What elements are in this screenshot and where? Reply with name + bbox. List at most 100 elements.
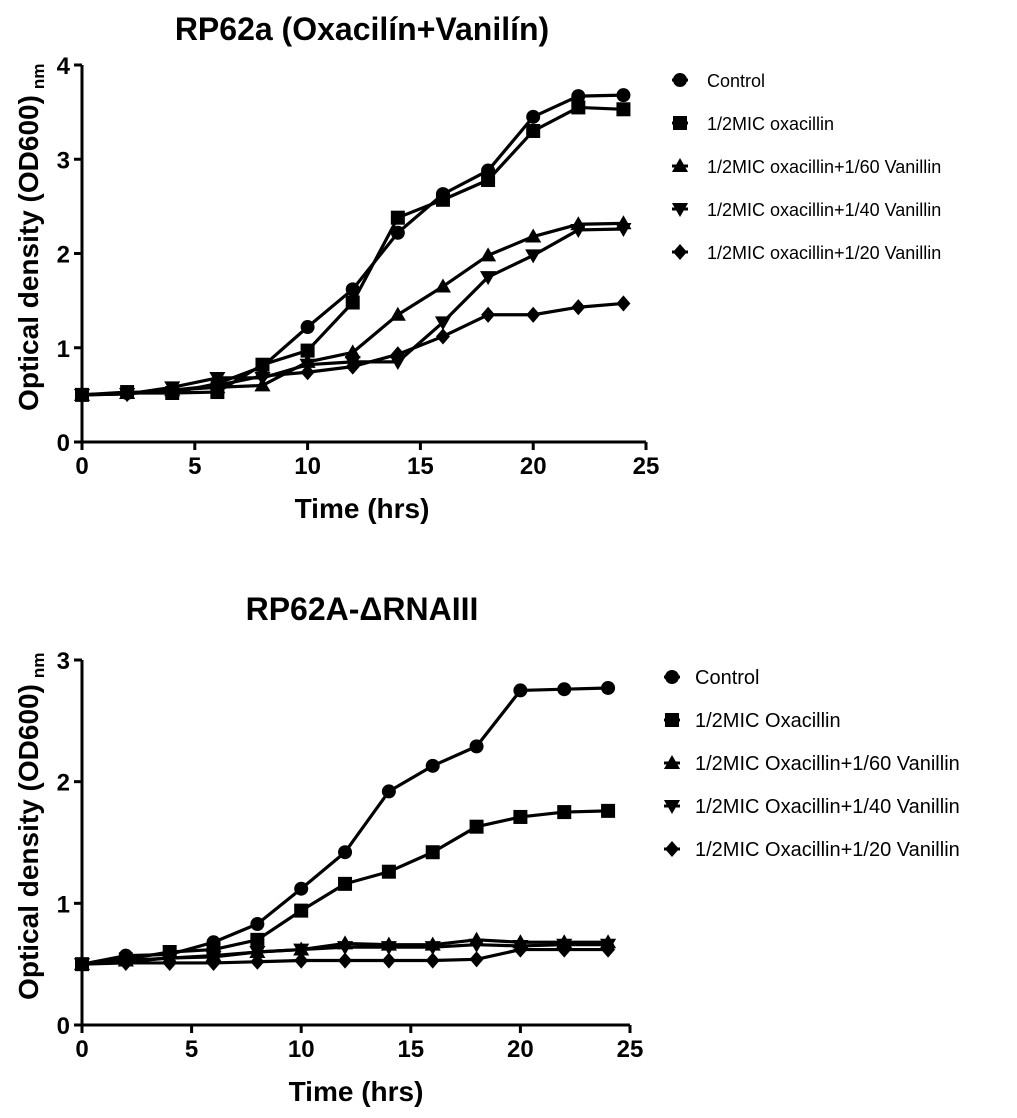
legend-marker bbox=[663, 754, 681, 769]
data-point bbox=[250, 932, 265, 947]
data-point bbox=[338, 952, 353, 969]
data-point bbox=[249, 946, 266, 961]
legend-marker bbox=[665, 670, 679, 684]
data-point bbox=[434, 278, 452, 293]
data-point bbox=[165, 382, 180, 399]
data-point bbox=[344, 344, 361, 359]
data-point bbox=[513, 941, 528, 958]
x-axis-title: Time (hrs) bbox=[295, 493, 430, 524]
legend-marker bbox=[671, 203, 689, 218]
x-tick-label: 0 bbox=[75, 1036, 88, 1063]
y-axis-unit: nm bbox=[29, 64, 48, 90]
y-axis-unit: nm bbox=[29, 653, 48, 679]
data-point bbox=[381, 784, 396, 799]
legend-marker bbox=[665, 840, 679, 858]
data-point bbox=[390, 210, 405, 225]
data-point bbox=[255, 367, 270, 385]
series-2 bbox=[75, 803, 616, 972]
data-point bbox=[300, 364, 315, 381]
data-point bbox=[616, 295, 631, 312]
x-tick-label: 25 bbox=[633, 453, 660, 480]
legend-item: 1/2MIC Oxacillin+1/20 Vanillin bbox=[664, 839, 960, 861]
data-point bbox=[338, 876, 353, 891]
data-point bbox=[380, 941, 397, 956]
data-point bbox=[255, 357, 270, 372]
chart-title: RP62a (Oxacilín+Vanilín) bbox=[175, 11, 549, 47]
data-point bbox=[425, 758, 440, 773]
data-point bbox=[468, 938, 485, 953]
data-point bbox=[557, 682, 572, 697]
y-tick-label: 0 bbox=[57, 430, 70, 457]
data-point bbox=[75, 956, 89, 973]
data-point bbox=[345, 295, 360, 310]
x-tick-label: 15 bbox=[407, 453, 434, 480]
data-point bbox=[293, 943, 310, 958]
data-point bbox=[424, 941, 441, 956]
data-point bbox=[294, 881, 309, 896]
data-point bbox=[525, 228, 542, 243]
data-point bbox=[390, 225, 405, 240]
data-point bbox=[481, 172, 496, 187]
data-point bbox=[381, 952, 396, 969]
data-point bbox=[601, 680, 616, 695]
legend-label: 1/2MIC oxacillin+1/40 Vanillin bbox=[707, 200, 941, 220]
legend: Control 1/2MIC oxacillin 1/2MIC oxacillin+… bbox=[671, 71, 941, 263]
data-point bbox=[570, 223, 587, 238]
legend-item: 1/2MIC Oxacillin+1/60 Vanillin bbox=[663, 753, 960, 775]
data-point bbox=[118, 954, 133, 971]
data-point bbox=[513, 809, 528, 824]
legend-label: Control bbox=[707, 71, 765, 91]
data-point bbox=[615, 223, 632, 238]
data-point bbox=[526, 123, 541, 138]
data-point bbox=[162, 954, 177, 971]
y-axis-title-group: Optical density (OD600) nm bbox=[13, 653, 48, 1000]
y-tick-label: 3 bbox=[57, 648, 70, 675]
y-tick-label: 2 bbox=[57, 770, 70, 797]
data-point bbox=[557, 805, 572, 820]
x-tick-label: 0 bbox=[75, 453, 88, 480]
data-point bbox=[390, 346, 405, 363]
data-point bbox=[480, 271, 497, 286]
chart-2: RP62A-ΔRNAIII 0 5 10 15 20 25 0 1 2 3 Time (hrs) Opt… bbox=[13, 591, 960, 1107]
data-point bbox=[469, 739, 484, 754]
data-point bbox=[381, 864, 396, 879]
series-1 bbox=[75, 680, 616, 972]
x-tick-label: 20 bbox=[507, 1036, 534, 1063]
data-point bbox=[250, 917, 265, 932]
legend-label: Control bbox=[695, 667, 759, 689]
data-point bbox=[469, 951, 484, 968]
data-point bbox=[601, 803, 616, 818]
x-tick-label: 10 bbox=[288, 1036, 315, 1063]
legend-item: 1/2MIC oxacillin+1/40 Vanillin bbox=[671, 200, 941, 220]
data-point bbox=[434, 316, 452, 331]
legend-item: 1/2MIC Oxacillin+1/40 Vanillin bbox=[663, 796, 960, 818]
series-5 bbox=[75, 295, 631, 403]
data-point bbox=[557, 941, 572, 958]
data-point bbox=[300, 343, 315, 358]
x-tick-label: 15 bbox=[397, 1036, 424, 1063]
legend-label: 1/2MIC Oxacillin+1/40 Vanillin bbox=[695, 796, 960, 818]
data-point bbox=[425, 845, 440, 860]
legend-label: 1/2MIC Oxacillin+1/20 Vanillin bbox=[695, 839, 960, 861]
legend-label: 1/2MIC oxacillin bbox=[707, 114, 834, 134]
y-tick-label: 0 bbox=[57, 1013, 70, 1040]
data-point bbox=[513, 683, 528, 698]
data-point bbox=[571, 89, 586, 104]
data-point bbox=[389, 355, 406, 370]
data-point bbox=[571, 100, 586, 115]
data-point bbox=[435, 328, 450, 345]
y-axis-title: Optical density (OD600) bbox=[13, 95, 44, 411]
x-tick-label: 25 bbox=[617, 1036, 644, 1063]
legend-marker bbox=[673, 116, 687, 130]
data-point bbox=[338, 845, 353, 860]
legend-item: Control bbox=[672, 71, 765, 91]
x-tick-label: 5 bbox=[185, 1036, 198, 1063]
data-point bbox=[389, 306, 406, 321]
data-point bbox=[571, 299, 586, 316]
chart-1: RP62a (Oxacilín+Vanilín) 0 5 10 15 20 25 0 1 2 3 4 T… bbox=[13, 11, 941, 524]
y-axis-title: Optical density (OD600) bbox=[13, 684, 44, 1000]
data-point bbox=[481, 306, 496, 323]
y-tick-label: 1 bbox=[57, 891, 70, 918]
y-axis-title-group: Optical density (OD600) nm bbox=[13, 64, 48, 411]
